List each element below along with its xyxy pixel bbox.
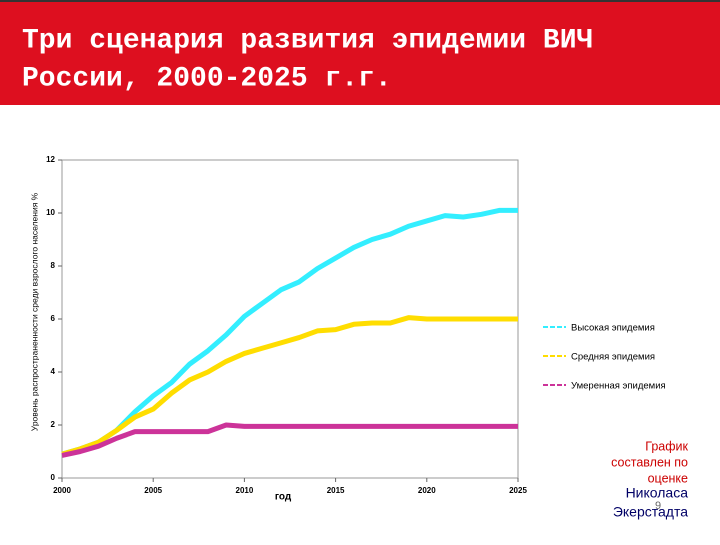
page-number: 9 [655,500,661,512]
y-tick-label: 2 [51,420,56,429]
y-tick-label: 10 [46,208,55,217]
legend-label: Высокая эпидемия [571,323,655,334]
note-line: составлен по [611,455,688,469]
note-line: График [645,439,688,453]
author-line: Экерстадта [613,504,688,520]
y-tick-label: 4 [51,367,56,376]
y-tick-label: 8 [51,261,56,270]
y-tick-label: 0 [51,473,56,482]
legend-label: Умеренная эпидемия [571,381,666,392]
x-tick-label: 2020 [418,486,436,495]
series-line [61,422,518,458]
series-line [61,315,518,457]
title-line: Три сценария развития эпидемии ВИЧ [22,25,593,56]
note-line: оценке [648,471,688,485]
y-axis-label: Уровень распространенности среди взросло… [29,192,39,431]
x-tick-label: 2010 [236,486,254,495]
header-bar [0,0,720,105]
x-tick-label: 2000 [53,486,71,495]
x-tick-label: 2005 [144,486,162,495]
title-line: России, 2000-2025 г.г. [22,63,392,94]
legend-label: Средняя эпидемия [571,352,655,363]
series-line [61,207,518,457]
x-tick-label: 2015 [327,486,345,495]
author-line: Николаса [626,485,689,501]
x-axis-label: год [275,492,292,503]
y-tick-label: 12 [46,155,55,164]
x-tick-label: 2025 [509,486,527,495]
y-tick-label: 6 [51,314,56,323]
